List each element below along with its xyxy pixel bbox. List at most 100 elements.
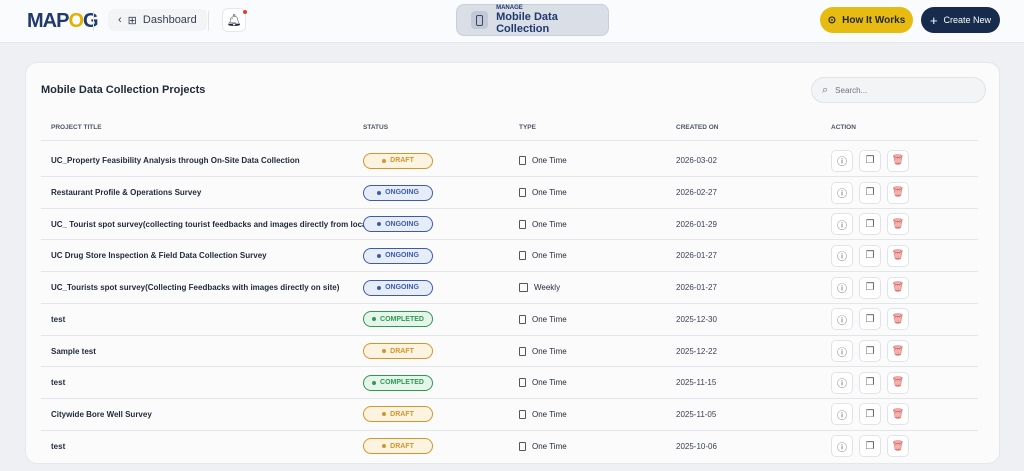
status-dot bbox=[382, 158, 387, 163]
dashboard-button[interactable]: ‹ ⊞ Dashboard bbox=[108, 9, 207, 31]
duplicate-button[interactable]: ❐ bbox=[859, 340, 881, 363]
project-title[interactable]: UC_Property Feasibility Analysis through… bbox=[51, 156, 300, 166]
table-row[interactable]: UC_Property Feasibility Analysis through… bbox=[26, 145, 999, 177]
project-type: One Time bbox=[519, 304, 567, 336]
delete-button[interactable]: 🗑︎ bbox=[887, 149, 909, 172]
delete-button[interactable]: 🗑︎ bbox=[887, 435, 909, 458]
created-date: 2025-12-22 bbox=[676, 346, 717, 356]
duplicate-button[interactable]: ❐ bbox=[859, 371, 881, 394]
project-title[interactable]: test bbox=[51, 314, 66, 324]
top-bar: MAPOG ‹ ⊞ Dashboard 🔔︎ MANAGE Mobile Data… bbox=[0, 0, 1024, 43]
status-label: COMPLETED bbox=[380, 315, 424, 323]
row-actions: ⓘ ❐ 🗑︎ bbox=[831, 304, 909, 336]
column-header-type: TYPE bbox=[519, 124, 536, 131]
created-date: 2026-01-27 bbox=[676, 251, 717, 261]
project-title[interactable]: Restaurant Profile & Operations Survey bbox=[51, 188, 202, 198]
project-type: One Time bbox=[519, 335, 567, 367]
column-header-status: STATUS bbox=[363, 124, 389, 131]
project-type: One Time bbox=[519, 399, 567, 431]
project-type: One Time bbox=[519, 208, 567, 240]
type-label: One Time bbox=[532, 346, 567, 356]
logo[interactable]: MAPOG bbox=[27, 10, 99, 32]
info-button[interactable]: ⓘ bbox=[831, 181, 853, 204]
project-type: One Time bbox=[519, 430, 567, 462]
module-title: Mobile Data Collection bbox=[496, 11, 558, 35]
delete-button[interactable]: 🗑︎ bbox=[887, 308, 909, 331]
divider bbox=[41, 140, 978, 141]
divider bbox=[41, 366, 978, 368]
created-date: 2026-02-27 bbox=[676, 188, 717, 198]
search-placeholder: Search... bbox=[835, 85, 868, 95]
info-button[interactable]: ⓘ bbox=[831, 308, 853, 331]
table-row[interactable]: UC_Tourists spot survey(Collecting Feedb… bbox=[26, 272, 999, 304]
delete-button[interactable]: 🗑︎ bbox=[887, 213, 909, 236]
type-label: One Time bbox=[532, 409, 567, 419]
status-dot bbox=[372, 380, 377, 385]
project-title[interactable]: UC Drug Store Inspection & Field Data Co… bbox=[51, 251, 267, 261]
created-date: 2026-01-27 bbox=[676, 283, 717, 293]
document-icon bbox=[519, 156, 526, 166]
table-row[interactable]: test COMPLETED One Time 2025-12-30 ⓘ ❐ 🗑︎ bbox=[26, 304, 999, 336]
duplicate-button[interactable]: ❐ bbox=[859, 403, 881, 426]
info-button[interactable]: ⓘ bbox=[831, 276, 853, 299]
status-badge: DRAFT bbox=[363, 335, 433, 367]
how-label: How It Works bbox=[842, 14, 906, 26]
info-button[interactable]: ⓘ bbox=[831, 435, 853, 458]
duplicate-button[interactable]: ❐ bbox=[859, 435, 881, 458]
status-label: DRAFT bbox=[390, 410, 414, 418]
divider bbox=[93, 11, 94, 31]
delete-button[interactable]: 🗑︎ bbox=[887, 403, 909, 426]
table-row[interactable]: test COMPLETED One Time 2025-11-15 ⓘ ❐ 🗑︎ bbox=[26, 367, 999, 399]
status-badge: ONGOING bbox=[363, 240, 433, 272]
search-input[interactable]: ⌕ Search... bbox=[811, 77, 986, 103]
duplicate-button[interactable]: ❐ bbox=[859, 276, 881, 299]
duplicate-button[interactable]: ❐ bbox=[859, 308, 881, 331]
delete-button[interactable]: 🗑︎ bbox=[887, 244, 909, 267]
project-title[interactable]: test bbox=[51, 378, 66, 388]
row-actions: ⓘ ❐ 🗑︎ bbox=[831, 430, 909, 462]
created-date: 2025-11-05 bbox=[676, 409, 717, 419]
info-button[interactable]: ⓘ bbox=[831, 213, 853, 236]
info-button[interactable]: ⓘ bbox=[831, 403, 853, 426]
plus-icon: + bbox=[929, 12, 938, 28]
duplicate-button[interactable]: ❐ bbox=[859, 149, 881, 172]
table-row[interactable]: Restaurant Profile & Operations Survey O… bbox=[26, 177, 999, 209]
delete-button[interactable]: 🗑︎ bbox=[887, 276, 909, 299]
info-button[interactable]: ⓘ bbox=[831, 244, 853, 267]
table-row[interactable]: UC_ Tourist spot survey(collecting touri… bbox=[26, 208, 999, 241]
table-row[interactable]: Sample test DRAFT One Time 2025-12-22 ⓘ ❐… bbox=[26, 335, 999, 368]
info-button[interactable]: ⓘ bbox=[831, 340, 853, 363]
chevron-left-icon: ‹ bbox=[118, 14, 122, 26]
status-label: DRAFT bbox=[390, 442, 414, 450]
notifications-button[interactable]: 🔔︎ bbox=[222, 8, 247, 32]
created-date: 2025-10-06 bbox=[676, 441, 717, 451]
divider bbox=[208, 11, 209, 31]
project-title[interactable]: test bbox=[51, 441, 66, 451]
table-row[interactable]: Citywide Bore Well Survey DRAFT One Time… bbox=[26, 399, 999, 431]
create-label: Create New bbox=[943, 15, 992, 25]
bell-icon: 🔔︎ bbox=[226, 13, 242, 27]
delete-button[interactable]: 🗑︎ bbox=[887, 371, 909, 394]
delete-button[interactable]: 🗑︎ bbox=[887, 340, 909, 363]
duplicate-button[interactable]: ❐ bbox=[859, 213, 881, 236]
row-actions: ⓘ ❐ 🗑︎ bbox=[831, 335, 909, 367]
column-header-title: PROJECT TITLE bbox=[51, 124, 102, 131]
project-title[interactable]: UC_Tourists spot survey(Collecting Feedb… bbox=[51, 283, 340, 293]
status-badge: DRAFT bbox=[363, 145, 433, 177]
project-title[interactable]: UC_ Tourist spot survey(collecting touri… bbox=[51, 219, 384, 229]
table-row[interactable]: UC Drug Store Inspection & Field Data Co… bbox=[26, 240, 999, 273]
project-title[interactable]: Sample test bbox=[51, 346, 96, 356]
info-button[interactable]: ⓘ bbox=[831, 149, 853, 172]
info-button[interactable]: ⓘ bbox=[831, 371, 853, 394]
create-new-button[interactable]: + Create New bbox=[921, 7, 1000, 33]
duplicate-button[interactable]: ❐ bbox=[859, 181, 881, 204]
delete-button[interactable]: 🗑︎ bbox=[887, 181, 909, 204]
duplicate-button[interactable]: ❐ bbox=[859, 244, 881, 267]
status-label: DRAFT bbox=[390, 347, 414, 355]
divider bbox=[41, 334, 978, 336]
status-label: DRAFT bbox=[390, 157, 414, 165]
how-it-works-button[interactable]: ⊙ How It Works bbox=[820, 7, 913, 33]
project-title[interactable]: Citywide Bore Well Survey bbox=[51, 409, 152, 419]
document-icon bbox=[519, 441, 526, 451]
table-row[interactable]: test DRAFT One Time 2025-10-06 ⓘ ❐ 🗑︎ bbox=[26, 430, 999, 462]
